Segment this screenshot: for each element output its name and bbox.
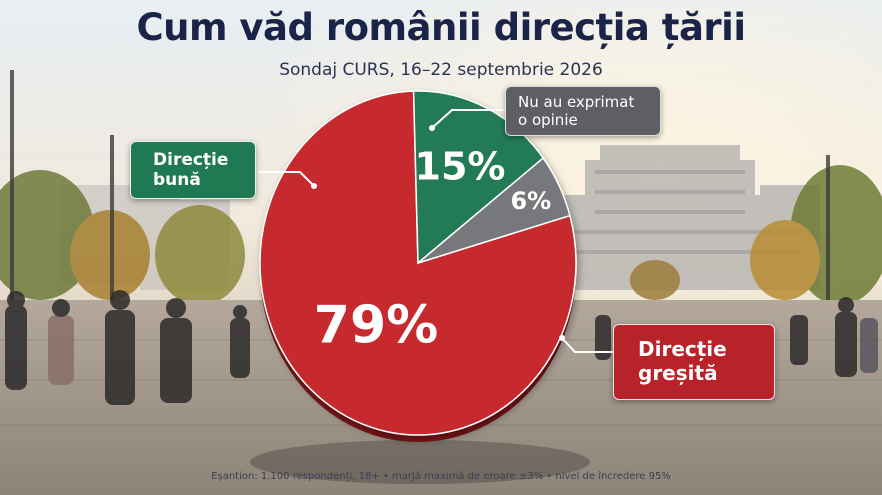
page-subtitle: Sondaj CURS, 16–22 septembrie 2026 (279, 60, 603, 80)
slice-good-direction-value-label: 15% (415, 145, 506, 189)
leader-dot-none (429, 125, 435, 131)
legend-label-wrong-direction: Direcție greșită (613, 324, 775, 400)
legend-label-none-line1: Nu au exprimat (518, 93, 635, 111)
legend-label-good-direction: Direcție bună (130, 141, 256, 199)
slice-no-opinion (417, 156, 571, 264)
legend-label-bad-line1: Direcție (638, 337, 727, 361)
leader-line-none (431, 109, 505, 129)
crowd-silhouettes (5, 290, 878, 405)
leader-line-bad (561, 337, 613, 353)
leader-line-good (258, 171, 315, 187)
legend-label-good-line2: bună (153, 170, 201, 191)
legend-label-bad-line2: greșită (638, 361, 718, 385)
slice-no-opinion-value-label: 6% (510, 187, 551, 215)
legend-label-none-line2: o opinie (518, 111, 578, 129)
footnote: Eșantion: 1.100 respondenți, 18+ • marjă… (211, 471, 671, 482)
leader-dot-bad (559, 335, 565, 341)
leader-dot-good (311, 183, 317, 189)
page-title: Cum văd românii direcția țării (136, 6, 746, 49)
slice-wrong-direction-value-label: 79% (314, 295, 438, 355)
legend-label-no-opinion: Nu au exprimat o opinie (505, 86, 661, 136)
legend-label-good-line1: Direcție (153, 150, 229, 170)
